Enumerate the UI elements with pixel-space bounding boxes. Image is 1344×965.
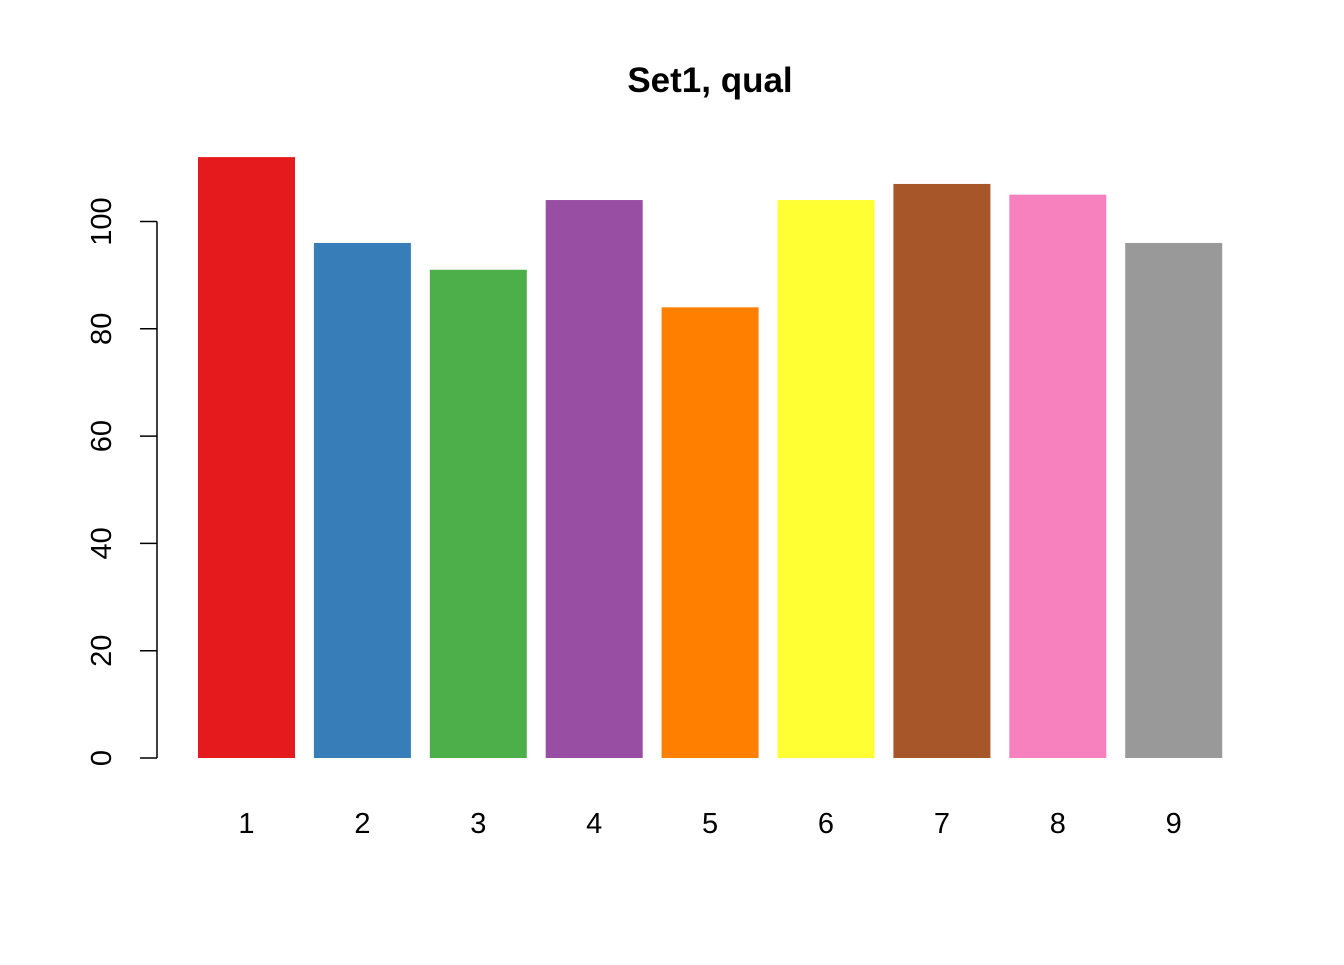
x-tick-label-8: 8 [1050, 808, 1066, 840]
x-tick-label-4: 4 [586, 808, 602, 840]
bar-7 [893, 183, 991, 758]
y-tick-label-100: 100 [86, 197, 118, 245]
x-axis-labels: 1 2 3 4 5 6 7 8 9 [238, 808, 1181, 840]
bar-1 [198, 157, 295, 758]
bars-group [198, 157, 1223, 759]
bar-3 [429, 269, 527, 758]
bar-9 [1125, 242, 1223, 758]
bar-8 [1009, 194, 1107, 759]
chart-title: Set1, qual [627, 61, 792, 100]
bar-4 [545, 200, 643, 759]
x-tick-label-5: 5 [702, 808, 718, 840]
x-tick-label-2: 2 [354, 808, 370, 840]
bar-2 [313, 242, 411, 758]
y-tick-label-80: 80 [86, 313, 118, 345]
x-tick-label-1: 1 [238, 808, 254, 840]
y-tick-label-0: 0 [86, 750, 118, 766]
x-tick-label-6: 6 [818, 808, 834, 840]
y-tick-label-20: 20 [86, 635, 118, 667]
x-tick-label-7: 7 [934, 808, 950, 840]
bar-5 [661, 307, 759, 758]
x-tick-label-9: 9 [1166, 808, 1182, 840]
y-tick-label-40: 40 [86, 527, 118, 559]
x-tick-label-3: 3 [470, 808, 486, 840]
y-axis: 0 20 40 60 80 100 [86, 197, 158, 766]
y-tick-label-60: 60 [86, 420, 118, 452]
bar-6 [777, 200, 875, 759]
